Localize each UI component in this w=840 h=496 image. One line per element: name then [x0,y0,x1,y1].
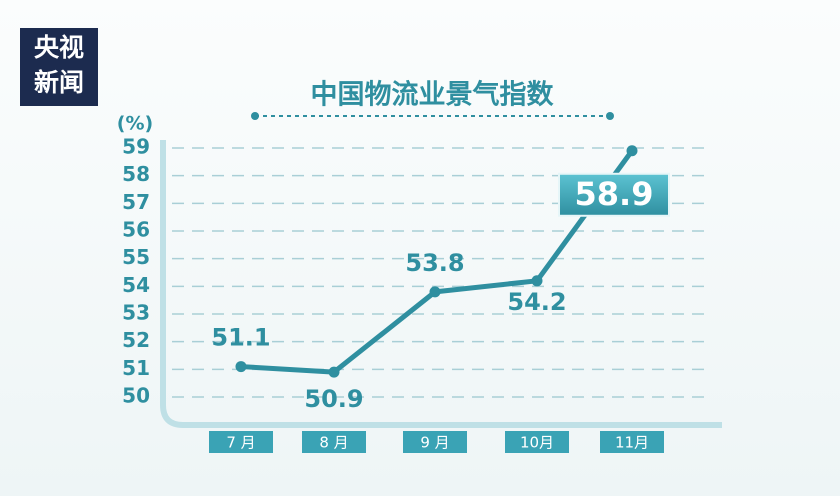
y-tick-label: 58 [122,162,150,186]
data-label: 50.9 [304,385,363,413]
data-label: 58.9 [575,175,654,213]
data-point [626,145,638,157]
axis [160,140,722,428]
x-tick-box [302,431,366,453]
logo-box [20,28,98,106]
title-dot [606,112,614,120]
y-tick-label: 59 [122,135,150,159]
logo-text: 新闻 [34,68,84,97]
data-point [235,361,247,373]
y-tick-label: 50 [122,384,150,408]
y-tick-label: 53 [122,301,150,325]
x-tick-box [403,431,467,453]
title-dot [251,112,259,120]
y-tick-label: 52 [122,328,150,352]
y-tick-label: 54 [122,273,150,297]
x-tick-box [505,431,569,453]
x-tick-label: 11月 [615,434,649,452]
y-tick-label: 56 [122,218,150,242]
x-tick-box [209,431,273,453]
logo-text: 央视 [34,33,84,62]
data-label: 51.1 [211,324,270,352]
y-axis-label: (%) [117,113,153,135]
x-tick-label: 10月 [520,434,554,452]
data-point [531,275,543,287]
data-label: 53.8 [405,249,464,277]
highlight-box [558,172,670,217]
x-tick-box [600,431,664,453]
data-label: 54.2 [507,288,566,316]
y-tick-label: 57 [122,190,150,214]
y-tick-label: 51 [122,356,150,380]
x-tick-label: 8 月 [319,434,348,452]
chart-title: 中国物流业景气指数 [311,80,555,111]
data-point [328,366,340,378]
x-tick-label: 7 月 [226,434,255,452]
y-tick-label: 55 [122,245,150,269]
x-tick-label: 9 月 [420,434,449,452]
data-point [429,286,441,298]
